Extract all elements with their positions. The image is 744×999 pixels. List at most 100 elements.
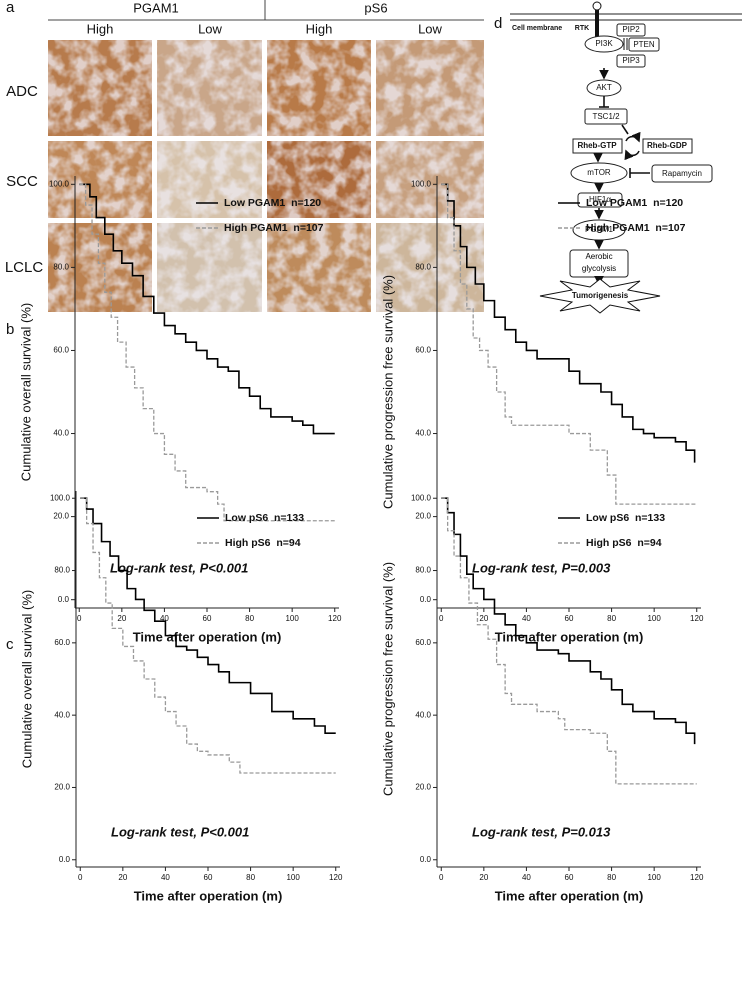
x-tick-label: 100 [286, 873, 300, 882]
survival-curve [79, 183, 335, 522]
x-tick-label: 20 [117, 614, 126, 623]
membrane-label: Cell membrane [512, 25, 562, 32]
y-tick-label: 80.0 [415, 566, 431, 575]
x-tick-label: 80 [246, 873, 255, 882]
histology-texture [157, 223, 262, 312]
node [616, 54, 646, 68]
star [539, 278, 661, 314]
x-tick-label: 20 [479, 614, 488, 623]
receptor [592, 1, 602, 11]
annotation: Log-rank test, P=0.003 [472, 561, 611, 576]
y-tick-label: 20.0 [415, 783, 431, 792]
x-tick-label: 60 [565, 873, 574, 882]
x-tick-label: 40 [160, 614, 169, 623]
annotation: Log-rank test, P<0.001 [110, 561, 248, 576]
y-tick-label: 60.0 [54, 638, 70, 647]
node-label: AKT [596, 83, 612, 92]
node [616, 23, 646, 37]
node-label: PIP3 [622, 56, 640, 65]
y-axis-title: Cumulative overall survival (%) [19, 590, 34, 768]
y-tick-label: 100.0 [411, 179, 432, 188]
x-tick-label: 120 [690, 873, 704, 882]
group-header: PGAM1 [133, 0, 179, 15]
x-tick-label: 60 [565, 614, 574, 623]
histology-texture [267, 40, 371, 136]
x-tick-label: 20 [479, 873, 488, 882]
level-header: Low [198, 21, 222, 36]
node-label: PTEN [633, 40, 655, 49]
histology-texture [48, 40, 152, 136]
survival-curve [441, 183, 696, 463]
panel-label: c [6, 636, 14, 653]
y-tick-label: 100.0 [49, 179, 70, 188]
x-tick-label: 0 [439, 614, 444, 623]
node-label: Aerobic glycolysis [581, 252, 617, 273]
x-tick-label: 0 [77, 614, 82, 623]
histology-texture [157, 40, 262, 136]
row-label: SCC [6, 173, 38, 190]
annotation: Log-rank test, P=0.013 [472, 825, 611, 840]
survival-curve [441, 497, 696, 745]
panel-label: b [6, 321, 14, 338]
node-label: mTOR [587, 168, 611, 177]
x-axis-title: Time after operation (m) [133, 629, 282, 644]
survival-curve [79, 183, 335, 435]
histology-texture [267, 223, 371, 312]
y-tick-label: 40.0 [54, 710, 70, 719]
y-tick-label: 60.0 [415, 346, 431, 355]
y-tick-label: 0.0 [58, 595, 70, 604]
x-tick-label: 120 [329, 873, 343, 882]
y-tick-label: 100.0 [50, 493, 71, 502]
x-axis-title: Time after operation (m) [495, 888, 644, 903]
histology-texture [376, 141, 484, 218]
y-tick-label: 20.0 [54, 783, 70, 792]
x-tick-label: 20 [118, 873, 127, 882]
x-tick-label: 100 [647, 614, 661, 623]
y-tick-label: 0.0 [420, 855, 432, 864]
x-tick-label: 40 [161, 873, 170, 882]
x-tick-label: 80 [607, 614, 616, 623]
node [651, 164, 713, 183]
x-tick-label: 100 [647, 873, 661, 882]
legend-label: High PGAM1 n=107 [224, 222, 324, 234]
histology-texture [157, 141, 262, 218]
survival-curve [441, 497, 697, 785]
x-tick-label: 60 [204, 873, 213, 882]
y-tick-label: 80.0 [54, 566, 70, 575]
legend-label: Low PGAM1 n=120 [586, 197, 683, 209]
x-tick-label: 60 [203, 614, 212, 623]
node-label: HIF1α [589, 195, 611, 204]
y-tick-label: 60.0 [53, 346, 69, 355]
y-axis-title: Cumulative progression free survival (%) [380, 275, 395, 509]
panel-label: a [6, 0, 15, 16]
x-tick-label: 0 [78, 873, 83, 882]
y-tick-label: 20.0 [53, 512, 69, 521]
row-label: LCLC [5, 259, 44, 276]
x-tick-label: 80 [607, 873, 616, 882]
y-axis-title: Cumulative progression free survival (%) [380, 562, 395, 796]
y-tick-label: 80.0 [415, 262, 431, 271]
histology-grid [48, 40, 484, 312]
x-tick-label: 0 [439, 873, 444, 882]
inhibit [621, 124, 629, 135]
y-tick-label: 20.0 [415, 512, 431, 521]
legend-label: Low pS6 n=133 [225, 512, 304, 524]
legend-label: Low PGAM1 n=120 [224, 197, 321, 209]
x-axis-title: Time after operation (m) [134, 888, 283, 903]
x-tick-label: 120 [690, 614, 704, 623]
node-label: Rheb-GDP [647, 141, 688, 150]
node-label: Tumorigenesis [572, 291, 629, 300]
y-tick-label: 0.0 [59, 855, 71, 864]
legend-label: Low pS6 n=133 [586, 512, 665, 524]
level-header: High [87, 21, 114, 36]
node-label: Rheb-GTP [577, 141, 617, 150]
node [584, 108, 628, 125]
y-tick-label: 40.0 [415, 429, 431, 438]
node [577, 192, 623, 208]
node-label: PI3K [595, 39, 613, 48]
legend-label: High PGAM1 n=107 [586, 222, 686, 234]
node-label: Rapamycin [662, 169, 702, 178]
x-axis-title: Time after operation (m) [495, 629, 644, 644]
panel-label: d [494, 15, 502, 32]
